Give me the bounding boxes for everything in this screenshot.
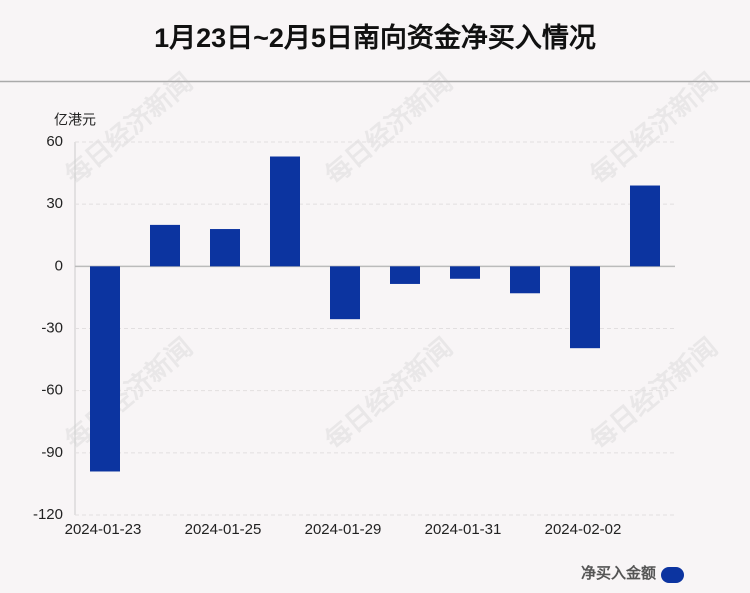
bar	[630, 185, 660, 267]
x-tick-label: 2024-01-25	[185, 521, 262, 538]
x-tick-label: 2024-01-23	[65, 521, 142, 538]
x-tick-label: 2024-01-29	[305, 521, 382, 538]
y-tick-label: -60	[41, 382, 63, 399]
bar	[450, 266, 480, 279]
y-axis-label: 亿港元	[54, 112, 96, 128]
y-tick-label: -90	[41, 444, 63, 461]
legend-label: 净买入金额	[581, 564, 656, 582]
bar	[150, 224, 180, 267]
x-tick-label: 2024-01-31	[425, 521, 502, 538]
bar	[390, 266, 420, 284]
y-tick-label: 60	[46, 133, 63, 150]
x-tick-label: 2024-02-02	[545, 521, 622, 538]
y-tick-label: -120	[33, 506, 63, 523]
bar	[330, 266, 360, 320]
bar	[510, 266, 540, 294]
bar	[210, 229, 240, 267]
bar	[90, 266, 120, 472]
y-tick-label: 30	[46, 195, 63, 212]
bar	[570, 266, 600, 349]
y-tick-label: 0	[55, 257, 63, 274]
legend-swatch	[661, 567, 684, 583]
chart-title: 1月23日~2月5日南向资金净买入情况	[154, 22, 596, 53]
y-tick-label: -30	[41, 319, 63, 336]
bar	[270, 156, 300, 267]
